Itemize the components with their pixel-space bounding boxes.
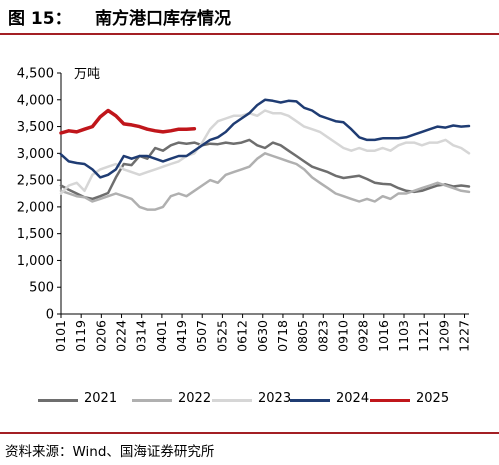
legend-label: 2025 xyxy=(416,391,450,406)
x-tick-label: 0419 xyxy=(174,320,189,352)
legend-swatch xyxy=(132,399,172,402)
y-tick-label: 4,000 xyxy=(17,93,54,108)
legend-label: 2024 xyxy=(336,391,370,406)
bottom-rule xyxy=(0,432,499,434)
y-tick-label: 2,500 xyxy=(17,174,54,189)
x-tick-label: 0910 xyxy=(335,320,350,352)
y-axis: 0 500 1,000 1,500 2,000 2,500 3,000 3,500 4,000 4… xyxy=(17,67,62,323)
legend-label: 2021 xyxy=(84,391,118,406)
x-tick-label: 0805 xyxy=(295,320,310,352)
y-tick-label: 1,000 xyxy=(17,254,54,269)
series-line-2023 xyxy=(59,109,471,195)
y-tick-label: 4,500 xyxy=(17,67,54,82)
figure-title-text: 南方港口库存情况 xyxy=(95,9,231,29)
y-tick-label: 3,500 xyxy=(17,120,54,135)
series-line-2022 xyxy=(59,152,471,211)
x-tick-label: 0928 xyxy=(356,320,371,352)
x-axis: 0101 0119 0206 0224 0314 0401 0419 0507 0525 0612… xyxy=(53,313,472,352)
x-tick-label: 1209 xyxy=(436,320,451,352)
series-line-2025 xyxy=(59,108,197,135)
legend-swatch xyxy=(290,399,330,402)
y-tick-label: 0 xyxy=(46,308,54,323)
x-tick-label: 1121 xyxy=(416,320,431,352)
x-tick-label: 0525 xyxy=(214,320,229,352)
x-tick-label: 1016 xyxy=(376,320,391,352)
legend-swatch xyxy=(212,399,252,402)
y-tick-label: 1,500 xyxy=(17,227,54,242)
x-tick-label: 0507 xyxy=(194,320,209,352)
y-tick-label: 3,000 xyxy=(17,147,54,162)
series-layer xyxy=(59,98,471,211)
legend-label: 2023 xyxy=(258,391,292,406)
y-unit-label: 万吨 xyxy=(74,67,100,82)
x-tick-label: 0718 xyxy=(275,320,290,352)
x-tick-label: 1103 xyxy=(396,320,411,352)
legend-label: 2022 xyxy=(178,391,212,406)
source-note: 资料来源：Wind、国海证券研究所 xyxy=(5,444,215,460)
figure-title: 图 15： 南方港口库存情况 xyxy=(0,0,499,34)
x-tick-label: 0206 xyxy=(93,320,108,352)
series-line-2021 xyxy=(59,138,471,201)
x-tick-label: 0630 xyxy=(255,320,270,352)
legend: 2021 2022 2023 2024 2025 xyxy=(0,385,499,415)
x-tick-label: 0101 xyxy=(53,320,68,352)
legend-swatch xyxy=(370,399,410,402)
x-tick-label: 0119 xyxy=(73,320,88,352)
series-line-2024 xyxy=(59,98,471,179)
y-tick-label: 2,000 xyxy=(17,200,54,215)
line-chart: 0 500 1,000 1,500 2,000 2,500 3,000 3,500 4,000 4… xyxy=(17,67,472,352)
y-tick-label: 500 xyxy=(29,281,54,296)
x-tick-label: 0224 xyxy=(114,320,129,352)
x-tick-label: 0401 xyxy=(154,320,169,352)
x-tick-label: 1227 xyxy=(457,320,472,352)
legend-swatch xyxy=(38,399,78,402)
figure-number: 图 15： xyxy=(8,9,72,29)
x-tick-label: 0823 xyxy=(315,320,330,352)
x-tick-label: 0314 xyxy=(134,320,149,352)
x-tick-label: 0612 xyxy=(235,320,250,352)
title-rule xyxy=(0,33,499,35)
